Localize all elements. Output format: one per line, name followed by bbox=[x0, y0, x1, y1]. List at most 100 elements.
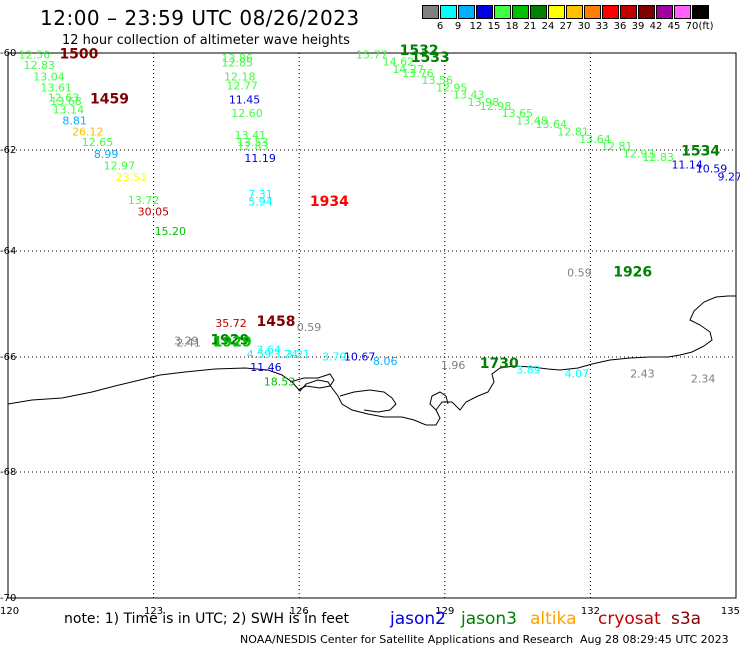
wave-height-label: 14.27 bbox=[392, 63, 424, 76]
wave-height-label: 12.60 bbox=[231, 107, 263, 120]
wave-height-label: 8.81 bbox=[62, 114, 86, 127]
wave-height-label: 4.07 bbox=[565, 368, 590, 381]
wave-height-label: 12.85 bbox=[222, 57, 254, 70]
legend-label: 12 bbox=[469, 21, 483, 32]
satellite-name: jason2 bbox=[390, 609, 446, 629]
pass-time-label: 1926 bbox=[613, 265, 652, 281]
wave-height-label: 3.79 bbox=[322, 350, 347, 363]
legend-label: 6 bbox=[436, 21, 444, 32]
wave-height-label: 30.05 bbox=[138, 206, 170, 219]
wave-height-label: 13.14 bbox=[53, 103, 85, 116]
legend-label: 21 bbox=[523, 21, 537, 32]
legend-swatch bbox=[458, 5, 475, 19]
wave-height-label: 3.89 bbox=[516, 364, 541, 377]
lon-tick-label: 135 bbox=[721, 606, 740, 617]
wave-height-label: 3.64 bbox=[256, 344, 281, 357]
satellite-name: jason3 bbox=[461, 609, 517, 629]
wave-height-label: 13.56 bbox=[422, 74, 454, 87]
legend-swatch bbox=[620, 5, 637, 19]
legend-label: 18 bbox=[505, 21, 519, 32]
wave-height-label: 12.77 bbox=[226, 79, 258, 92]
wave-height-label: 23.51 bbox=[116, 171, 148, 184]
legend-label: 27 bbox=[559, 21, 573, 32]
wave-height-label: 13.48 bbox=[516, 114, 548, 127]
legend-label: 33 bbox=[595, 21, 609, 32]
lat-tick-label: -62 bbox=[0, 145, 16, 156]
wave-height-label: 13.86 bbox=[222, 52, 254, 65]
legend-swatch bbox=[494, 5, 511, 19]
wave-height-label: 26.12 bbox=[72, 126, 104, 139]
wave-height-label: 0.59 bbox=[297, 321, 322, 334]
lat-tick-label: -66 bbox=[0, 352, 16, 363]
legend-swatch bbox=[674, 5, 691, 19]
pass-time-label: 1534 bbox=[681, 144, 720, 160]
wave-height-label: 10.67 bbox=[344, 350, 376, 363]
wave-height-label: 13.76 bbox=[402, 67, 434, 80]
wave-height-label: 0.59 bbox=[567, 267, 592, 280]
wave-height-label: 12.97 bbox=[104, 160, 135, 173]
wave-height-label: 2.34 bbox=[691, 372, 716, 385]
wave-height-label: 12.93 bbox=[623, 148, 655, 161]
wave-height-label: 12.83 bbox=[24, 59, 56, 72]
legend-swatch bbox=[476, 5, 493, 19]
wave-height-label: 13.53 bbox=[237, 136, 269, 149]
lat-tick-label: -70 bbox=[0, 593, 16, 604]
coastline-inlet bbox=[289, 373, 335, 391]
coastline-bay bbox=[339, 389, 397, 413]
wave-height-label: 18.53 bbox=[264, 376, 296, 389]
wave-height-label: 13.64 bbox=[536, 118, 568, 131]
legend-label: 42 bbox=[649, 21, 663, 32]
wave-height-label: 5.94 bbox=[248, 196, 272, 209]
map-axes: 120 123 126 129 132 135 -60 -62 -64 -66 -68 -70 bbox=[0, 48, 740, 617]
legend-swatch bbox=[440, 5, 457, 19]
lon-tick-label: 129 bbox=[435, 606, 454, 617]
wave-height-label: 12.63 bbox=[48, 92, 80, 105]
wave-height-label: 12.83 bbox=[642, 151, 674, 164]
wave-height-label: 8.99 bbox=[94, 148, 119, 161]
legend-swatch bbox=[530, 5, 547, 19]
legend-swatch bbox=[584, 5, 601, 19]
satellite-name: s3a bbox=[671, 609, 702, 629]
lon-tick-label: 132 bbox=[581, 606, 600, 617]
wave-height-label: 11.45 bbox=[229, 94, 261, 107]
wave-height-label: 3.21 bbox=[286, 348, 311, 361]
legend-swatch bbox=[602, 5, 619, 19]
wave-height-label: 15.77 bbox=[356, 48, 388, 61]
wave-height-label: 10.59 bbox=[696, 163, 728, 176]
legend-label: 24 bbox=[541, 21, 555, 32]
wave-height-label: 13.98 bbox=[468, 96, 500, 109]
footer-note: note: 1) Time is in UTC; 2) SWH is in fe… bbox=[64, 611, 350, 627]
legend-swatch bbox=[548, 5, 565, 19]
legend-swatch bbox=[566, 5, 583, 19]
coastline bbox=[7, 295, 736, 426]
lon-tick-label: 126 bbox=[290, 606, 309, 617]
wave-height-label: 12.81 bbox=[601, 140, 633, 153]
coastline-tongue bbox=[429, 391, 449, 411]
pass-time-label: 1929 bbox=[210, 333, 249, 349]
wave-height-label: 4.59 bbox=[247, 348, 272, 361]
wave-height-label: 35.72 bbox=[215, 317, 247, 330]
satellite-name: cryosat bbox=[598, 609, 661, 629]
lon-tick-label: 123 bbox=[144, 606, 163, 617]
wave-height-label: 13.72 bbox=[128, 194, 160, 207]
legend-swatch bbox=[656, 5, 673, 19]
lat-tick-label: -68 bbox=[0, 467, 16, 478]
wave-height-label: 11.14 bbox=[671, 159, 703, 172]
legend-label: 36 bbox=[613, 21, 627, 32]
pass-time-label: 1500 bbox=[59, 46, 98, 62]
legend-unit: (ft) bbox=[698, 21, 714, 32]
wave-height-label: 12.56 bbox=[19, 48, 51, 61]
wave-height-label: 8.06 bbox=[373, 355, 398, 368]
agency-credit: NOAA/NESDIS Center for Satellite Applica… bbox=[240, 633, 574, 646]
legend-label: 15 bbox=[487, 21, 501, 32]
map-title: 12:00 – 23:59 UTC 08/26/2023 bbox=[40, 6, 360, 30]
wave-height-label: 15.20 bbox=[155, 225, 187, 238]
legend-swatch bbox=[638, 5, 655, 19]
wave-height-label: 3.29 bbox=[174, 335, 199, 348]
pass-time-label: 1934 bbox=[310, 194, 349, 210]
map-gridlines bbox=[8, 53, 736, 598]
legend-swatch bbox=[692, 5, 709, 19]
wave-height-label: 13.65 bbox=[502, 107, 533, 120]
satellite-name: altika bbox=[530, 609, 577, 629]
